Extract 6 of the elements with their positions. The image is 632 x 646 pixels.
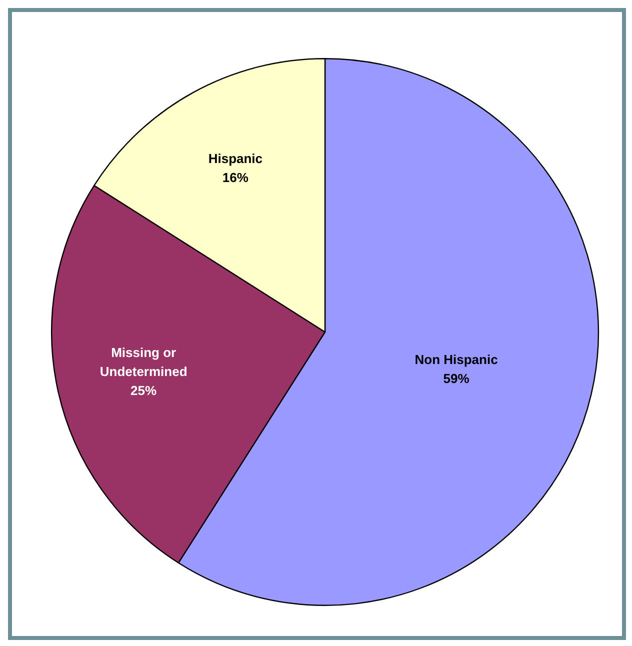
slice-label: Non Hispanic bbox=[414, 352, 498, 368]
data-label: 59% bbox=[443, 371, 470, 386]
slice-label: Missing or Undetermined bbox=[100, 345, 188, 380]
data-label: 16% bbox=[222, 170, 249, 186]
data-label: 25% bbox=[130, 383, 158, 398]
slice-label: Hispanic bbox=[208, 151, 263, 166]
